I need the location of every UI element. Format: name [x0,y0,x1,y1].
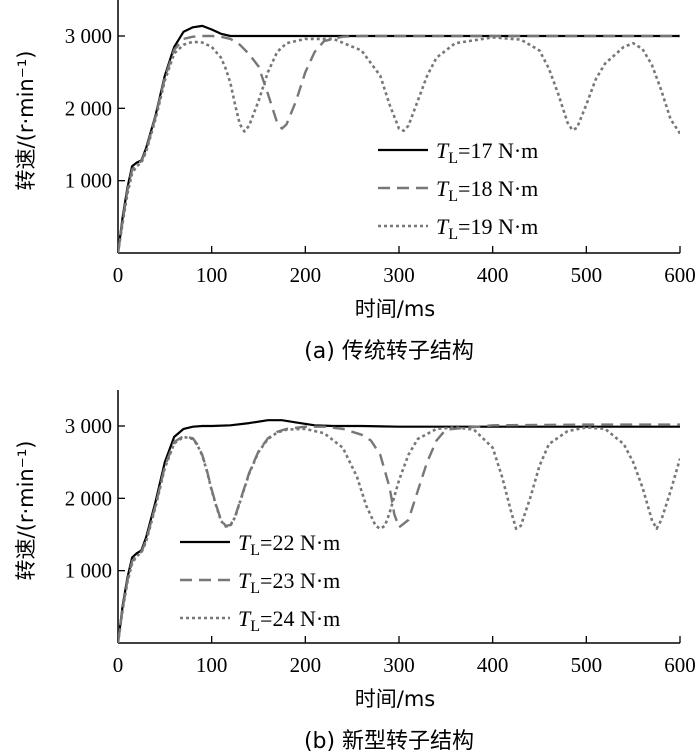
x-tick-label: 200 [290,653,322,677]
legend-label: TL=22 N·m [238,530,340,559]
legend-label: TL=23 N·m [238,568,340,597]
y-tick-label: 1 000 [65,169,112,193]
legend-label: TL=24 N·m [238,606,340,635]
y-axis-label: 转速/(r·min⁻¹) [14,441,38,581]
x-tick-label: 600 [664,653,696,677]
chart-panel-a: 0 100 200 300 400 500 600 1 000 2 000 3 000 转速/(r·… [14,0,696,364]
figure-caption: (b) 新型转子结构 [304,729,474,754]
legend-label: TL=17 N·m [436,138,538,167]
x-tick-label: 400 [477,263,509,287]
y-axis-label: 转速/(r·min⁻¹) [14,51,38,191]
series-line-dotted [118,426,680,643]
x-tick-label: 600 [664,263,696,287]
x-tick-label: 100 [196,263,228,287]
x-tick-label: 200 [290,263,322,287]
x-axis-label: 时间/ms [355,297,435,321]
x-tick-label: 0 [113,263,124,287]
series-line-solid [118,419,680,643]
legend-label: TL=19 N·m [436,214,538,243]
x-tick-label: 0 [113,653,124,677]
y-tick-label: 2 000 [65,486,112,510]
chart-panel-b: 0 100 200 300 400 500 600 1 000 2 000 3 000 转速/(r·… [14,390,696,754]
series-line-dashed [118,34,680,253]
x-axis-label: 时间/ms [355,687,435,711]
series-line-dashed [118,423,680,643]
legend-label: TL=18 N·m [436,176,538,205]
y-tick-label: 1 000 [65,559,112,583]
figure-caption: (a) 传统转子结构 [304,339,474,364]
x-tick-label: 300 [383,653,415,677]
x-tick-label: 300 [383,263,415,287]
x-tick-label: 100 [196,653,228,677]
y-tick-label: 3 000 [65,414,112,438]
y-tick-label: 3 000 [65,24,112,48]
x-tick-label: 500 [571,653,603,677]
series-line-solid [118,24,680,253]
x-tick-label: 400 [477,653,509,677]
x-tick-label: 500 [571,263,603,287]
series-line-dotted [118,36,680,253]
y-tick-label: 2 000 [65,96,112,120]
